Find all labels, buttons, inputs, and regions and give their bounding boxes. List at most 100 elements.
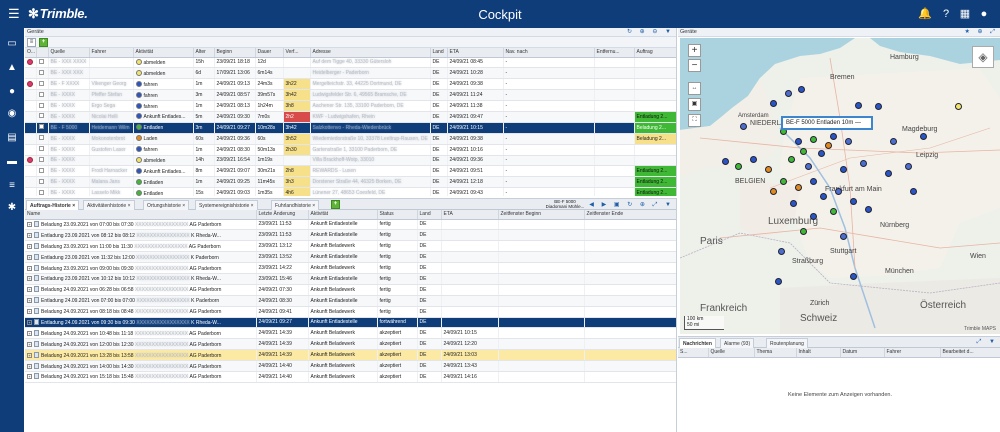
msg-tab-2[interactable]: Routenplanung (766, 338, 808, 348)
table-row[interactable]: + Entladung 24.09.2021 von 09:30 bis 09:3… (25, 317, 676, 329)
vehicle-tooltip[interactable]: BE-F 5000 Entladen 10m — (781, 116, 873, 130)
checkbox[interactable] (38, 146, 44, 152)
vehicle-pin-icon[interactable] (835, 188, 842, 195)
column-header[interactable]: Bearbeitet d... (940, 348, 1000, 358)
checkbox[interactable] (38, 69, 44, 75)
folder-icon[interactable]: ▬ (7, 156, 17, 167)
row-checkbox[interactable] (36, 57, 49, 69)
map-view[interactable]: Hamburg Bremen NIEDERLANDE Magdeburg Amsterd… (680, 38, 1000, 334)
table-row[interactable]: BE - XXXX Lasselo Mikk Entladen 15s 24/09/21… (25, 187, 676, 196)
checkbox[interactable] (38, 178, 44, 184)
tab-4[interactable]: Fuhrlandhistorie × (271, 200, 320, 210)
expand-icon[interactable]: + (27, 287, 32, 293)
vehicle-pin-icon[interactable] (790, 200, 797, 207)
map-print-button[interactable]: ▣ (688, 98, 701, 111)
vehicle-pin-icon[interactable] (810, 178, 817, 185)
column-header[interactable]: Nav. nach (503, 48, 595, 58)
column-header[interactable]: Land (430, 48, 448, 58)
checkbox[interactable] (38, 91, 44, 97)
vehicle-pin-icon[interactable] (778, 248, 785, 255)
row-checkbox[interactable] (36, 67, 49, 80)
map-fullscreen-button[interactable]: ⛶ (688, 114, 701, 127)
column-header[interactable]: Zeitfenster Ende (584, 210, 676, 220)
column-header[interactable]: ETA (447, 48, 504, 58)
vehicle-pin-icon[interactable] (955, 103, 962, 110)
column-header[interactable]: Fahrer (884, 348, 941, 358)
checkbox[interactable] (38, 135, 44, 141)
column-header[interactable]: Datum (840, 348, 885, 358)
vehicle-pin-icon[interactable] (875, 103, 882, 110)
vehicle-pin-icon[interactable] (800, 228, 807, 235)
vehicle-pin-icon[interactable] (735, 163, 742, 170)
vehicle-pin-icon[interactable] (840, 166, 847, 173)
checkbox[interactable] (38, 113, 44, 119)
table-row[interactable]: + Beladung 24.09.2021 von 10:48 bis 11:18… (25, 327, 676, 340)
expand-icon[interactable]: + (27, 363, 32, 369)
table-row[interactable]: BE - XXXX Mokonotenbrot Laden 60s 24/09/21 0… (25, 133, 676, 145)
vehicle-pin-icon[interactable] (805, 163, 812, 170)
expand-icon[interactable]: + (27, 254, 32, 260)
table-row[interactable]: BE - F XXXX Vikenger Georg fahren 1m 24/09/2… (25, 78, 676, 91)
expand-icon[interactable]: + (27, 341, 32, 347)
table-row[interactable]: + Beladung 23.09.2021 von 07:00 bis 07:30… (25, 219, 676, 231)
bell-alert-icon[interactable]: 🔔 (918, 8, 932, 20)
column-header[interactable]: Quelle (48, 48, 90, 58)
column-header[interactable]: Dauer (255, 48, 284, 58)
row-checkbox[interactable] (36, 89, 49, 102)
table-row[interactable]: + Beladung 24.09.2021 von 13:28 bis 13:58… (25, 349, 676, 362)
tab-1[interactable]: Aktivitätenhistorie × (83, 200, 135, 210)
table-row[interactable]: + Beladung 24.09.2021 von 12:00 bis 12:30… (25, 338, 676, 351)
devices-tools[interactable]: ↻ ⊕ ⊖ ▼ (626, 29, 674, 35)
expand-icon[interactable]: + (27, 276, 32, 282)
expand-icon[interactable]: + (27, 374, 32, 380)
zoom-in-button[interactable]: + (688, 44, 701, 57)
column-header[interactable]: O... (25, 48, 37, 58)
zoom-out-button[interactable]: − (688, 59, 701, 72)
list-view-button[interactable]: ≡ (27, 38, 36, 47)
row-checkbox[interactable] (36, 100, 49, 112)
checkbox[interactable] (38, 156, 44, 162)
map-tools[interactable]: ★ ⊕ ⤢ (964, 29, 998, 35)
expand-icon[interactable]: + (27, 265, 32, 271)
column-header[interactable]: ETA (441, 210, 499, 220)
vehicle-pin-icon[interactable] (840, 233, 847, 240)
vehicles-icon[interactable]: ▲ (7, 62, 17, 73)
vehicle-pin-icon[interactable] (860, 160, 867, 167)
table-row[interactable]: BE - XXXX Pfeffer Stefan fahren 3m 24/09/21 … (25, 89, 676, 102)
vehicle-pin-icon[interactable] (770, 100, 777, 107)
table-row[interactable]: BE - XXXX Frodi Harnacker Ankunft Entlades… (25, 165, 676, 178)
vehicle-pin-icon[interactable] (818, 150, 825, 157)
row-checkbox[interactable] (36, 111, 49, 123)
vehicle-pin-icon[interactable] (855, 102, 862, 109)
table-row[interactable]: BE - XXX XXXX abmelden 15h 23/09/21 18:18 12… (25, 57, 676, 69)
help-icon[interactable]: ? (942, 8, 950, 20)
vehicle-pin-icon[interactable] (810, 136, 817, 143)
vehicle-pin-icon[interactable] (890, 138, 897, 145)
add-tab-button[interactable]: + (331, 200, 340, 209)
vehicle-pin-icon[interactable] (910, 188, 917, 195)
tab-0[interactable]: Auftrags-Historie × (26, 200, 80, 210)
vehicle-pin-icon[interactable] (885, 170, 892, 177)
row-checkbox[interactable] (36, 133, 49, 145)
checkbox[interactable] (38, 167, 44, 173)
add-button[interactable]: + (39, 38, 48, 47)
table-row[interactable]: + Beladung 24.09.2021 von 08:18 bis 08:48… (25, 306, 676, 318)
expand-icon[interactable]: + (27, 243, 32, 249)
column-header[interactable]: Beginn (214, 48, 256, 58)
row-checkbox[interactable] (36, 187, 49, 196)
table-row[interactable]: + Entladung 23.09.2021 von 11:32 bis 12:0… (25, 251, 676, 264)
vehicle-pin-icon[interactable] (905, 163, 912, 170)
filter-icon[interactable]: ≡ (9, 180, 15, 191)
table-row[interactable]: BE - XXXX abmelden 14h 23/09/21 16:54 1m19s V… (25, 155, 676, 167)
expand-icon[interactable]: + (27, 319, 32, 325)
table-row[interactable]: + Beladung 24.09.2021 von 15:18 bis 15:48… (25, 371, 676, 383)
vehicle-pin-icon[interactable] (780, 178, 787, 185)
map-measure-button[interactable]: ↔ (688, 82, 701, 95)
checkbox[interactable] (38, 102, 44, 108)
settings-icon[interactable]: ✱ (7, 202, 17, 213)
vehicle-pin-icon[interactable] (825, 142, 832, 149)
vehicle-pin-icon[interactable] (850, 273, 857, 280)
orders-tools[interactable]: ◀ ▶ ▣ ↻ ⊕ ⤢ ▼ (589, 202, 674, 208)
row-checkbox[interactable] (36, 176, 49, 189)
vehicle-pin-icon[interactable] (795, 138, 802, 145)
